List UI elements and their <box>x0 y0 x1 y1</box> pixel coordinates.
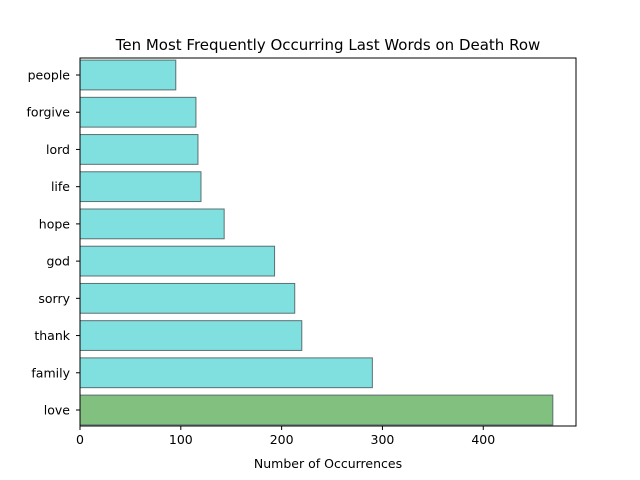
y-tick-label-sorry: sorry <box>38 291 70 306</box>
bar-sorry <box>79 282 296 314</box>
bar-lord <box>79 134 199 165</box>
bar-thank <box>79 320 303 351</box>
y-tick-label-life: life <box>51 179 70 194</box>
y-tick-label-god: god <box>46 254 70 269</box>
bar-people <box>79 59 177 91</box>
y-tick-label-people: people <box>28 68 71 83</box>
ticks-layer: love family thank sorry god hope life lord forgi… <box>27 68 496 448</box>
bar-forgive <box>79 96 197 128</box>
x-tick-label-0: 0 <box>76 432 84 447</box>
x-tick-label-400: 400 <box>471 432 495 447</box>
x-tick-label-100: 100 <box>169 432 193 447</box>
bar-family <box>79 357 373 389</box>
y-tick-label-forgive: forgive <box>27 105 71 120</box>
y-tick-label-thank: thank <box>34 328 70 343</box>
bar-god <box>79 245 276 277</box>
bar-love <box>79 394 554 426</box>
y-tick-label-lord: lord <box>46 142 70 157</box>
y-tick-label-hope: hope <box>39 216 71 231</box>
x-tick-label-200: 200 <box>270 432 294 447</box>
y-tick-label-family: family <box>31 365 70 380</box>
bar-hope <box>79 208 225 240</box>
x-tick-label-300: 300 <box>371 432 395 447</box>
bars-layer <box>79 59 554 426</box>
bar-life <box>79 171 202 203</box>
y-tick-label-love: love <box>44 403 71 418</box>
x-axis-label: Number of Occurrences <box>254 456 402 471</box>
chart-title: Ten Most Frequently Occurring Last Words… <box>115 36 541 54</box>
plot-frame <box>79 57 577 427</box>
